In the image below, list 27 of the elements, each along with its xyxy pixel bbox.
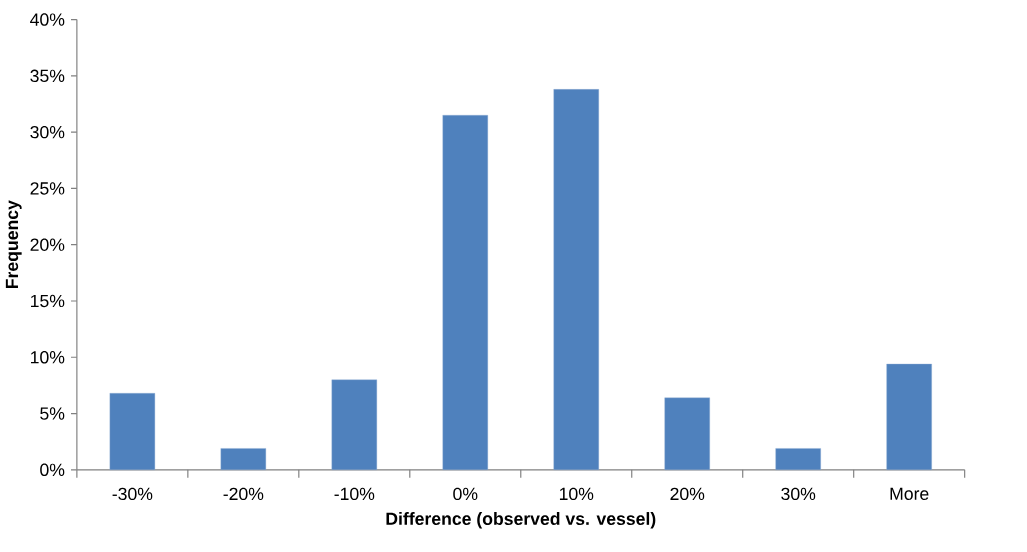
y-tick-label: 25% xyxy=(30,182,65,195)
x-tick-label: 0% xyxy=(453,487,478,501)
x-axis-title: Difference (observed vs. vessel) xyxy=(386,512,656,529)
y-tick-label: 10% xyxy=(31,351,65,364)
x-tick-label: -30% xyxy=(112,487,153,501)
bar xyxy=(331,379,378,471)
x-tick-label: 30% xyxy=(781,487,816,501)
x-tick-label: 10% xyxy=(559,487,594,501)
y-tick-label: 30% xyxy=(30,125,65,139)
y-tick-label: 35% xyxy=(30,69,65,83)
y-tick-label: 15% xyxy=(31,294,65,308)
bar xyxy=(109,393,156,471)
y-tick-label: 40% xyxy=(30,13,65,26)
x-tick-label: More xyxy=(890,487,929,500)
x-tick-label: 20% xyxy=(670,487,705,501)
bar xyxy=(886,363,932,471)
x-tick-label: -20% xyxy=(223,487,264,501)
y-tick-label: 20% xyxy=(30,238,65,251)
y-tick-label: 5% xyxy=(40,407,65,420)
bar xyxy=(442,115,488,471)
y-tick-label: 0% xyxy=(40,463,65,477)
bar xyxy=(664,397,710,471)
bar xyxy=(775,448,821,471)
x-tick-label: -10% xyxy=(334,487,375,501)
bar xyxy=(220,448,267,471)
bar xyxy=(553,89,599,471)
y-axis-title: Frequency xyxy=(5,200,22,289)
